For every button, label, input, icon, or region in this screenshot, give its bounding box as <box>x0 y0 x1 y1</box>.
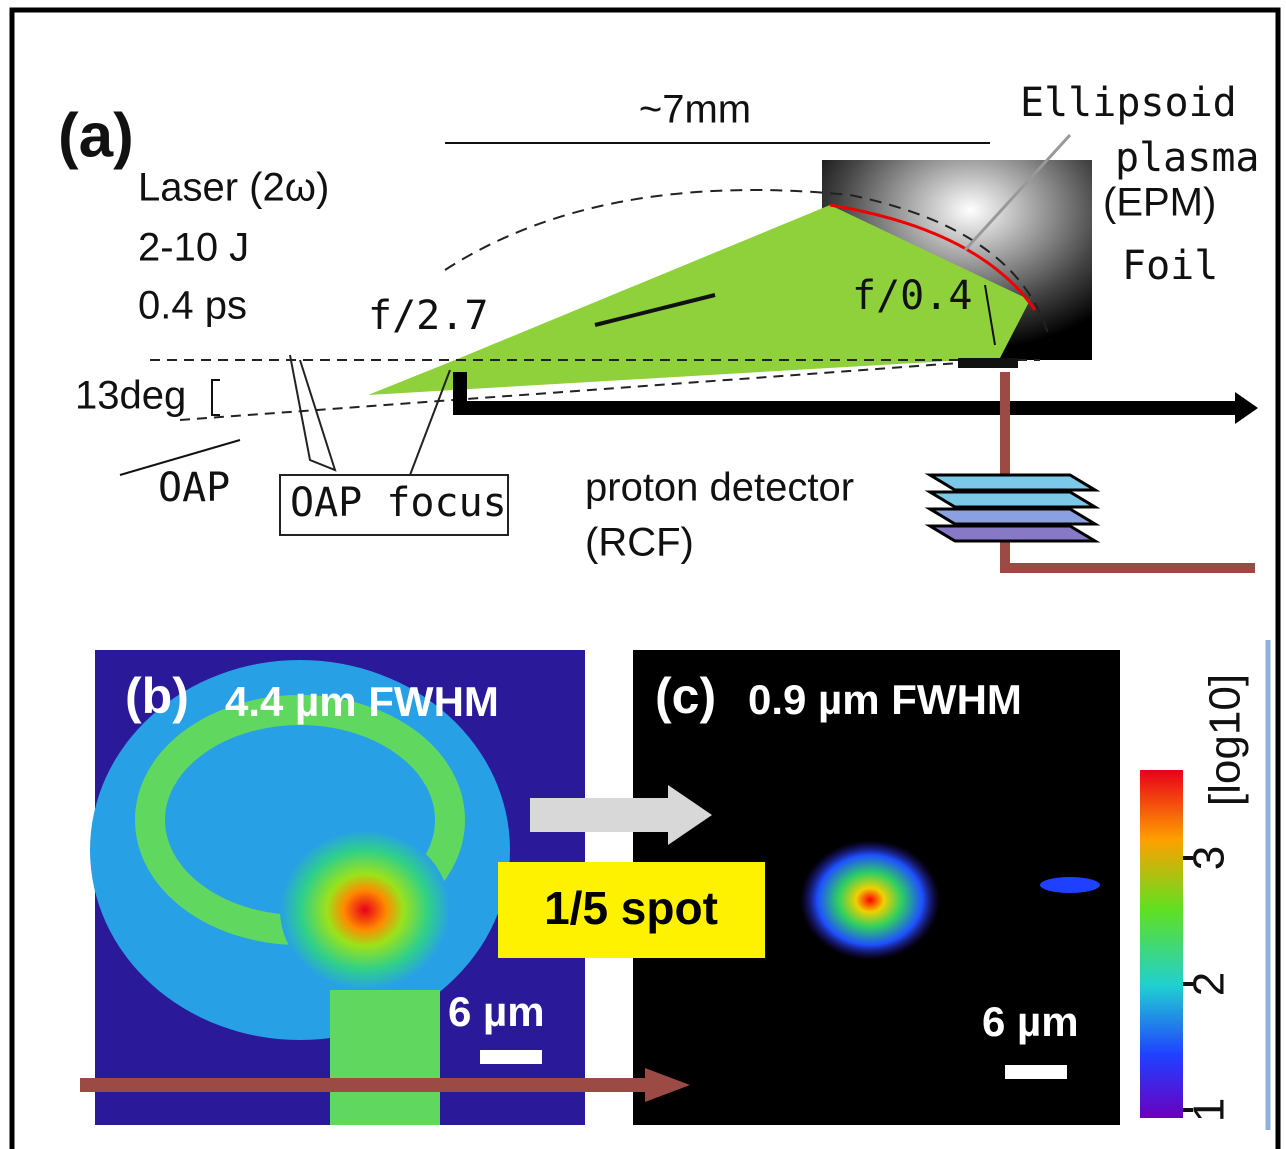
angle-bracket <box>212 380 220 415</box>
f-number: f/2.7 <box>368 293 488 339</box>
tick-label: 2 <box>1185 972 1234 996</box>
figure: (a) ~7mm Ellipsoid plasma (EPM) Foil Las… <box>0 0 1286 1149</box>
foil <box>958 358 1018 368</box>
arrowhead <box>1235 392 1258 424</box>
reduction-label: 1/5 spot <box>544 882 718 934</box>
panel-label: (b) <box>125 668 189 724</box>
panel-label: (c) <box>655 668 716 724</box>
foil-label: Foil <box>1122 243 1218 289</box>
fwhm-label: 4.4 µm FWHM <box>225 678 499 725</box>
colorbar <box>1140 770 1183 1118</box>
detector-label: proton detector <box>585 466 854 510</box>
colorbar-axis: 1 2 3 <box>1183 846 1234 1122</box>
colorbar-label: [log10] <box>1201 674 1250 806</box>
fwhm-label: 0.9 µm FWHM <box>748 676 1022 723</box>
scale-bar <box>1005 1065 1067 1079</box>
focal-spot <box>800 840 940 960</box>
oap-focus-label: OAP focus <box>290 480 507 526</box>
laser-label: Laser (2ω) <box>138 166 329 210</box>
laser-label: 0.4 ps <box>138 284 247 328</box>
oap-label: OAP <box>158 465 230 511</box>
epm-label: (EPM) <box>1103 181 1216 225</box>
tick-label: 1 <box>1185 1098 1234 1122</box>
panel-label: (a) <box>58 101 134 170</box>
scale-bar <box>480 1050 542 1064</box>
scale-label: 6 µm <box>448 988 545 1035</box>
detector-label: (RCF) <box>585 521 694 565</box>
speckle <box>1040 877 1100 893</box>
distance-label: ~7mm <box>639 88 751 132</box>
tick-label: 3 <box>1185 846 1234 870</box>
rcf-stack <box>930 475 1095 541</box>
f-number: f/0.4 <box>852 273 972 319</box>
beam-tail <box>330 990 440 1125</box>
laser-label: 2-10 J <box>138 226 249 270</box>
epm-label: Ellipsoid <box>1020 80 1237 126</box>
beam-core <box>280 830 450 990</box>
angle-label: 13deg <box>75 374 186 418</box>
oap-mirror <box>290 355 335 470</box>
scale-label: 6 µm <box>982 998 1079 1045</box>
epm-label: plasma <box>1115 135 1260 181</box>
